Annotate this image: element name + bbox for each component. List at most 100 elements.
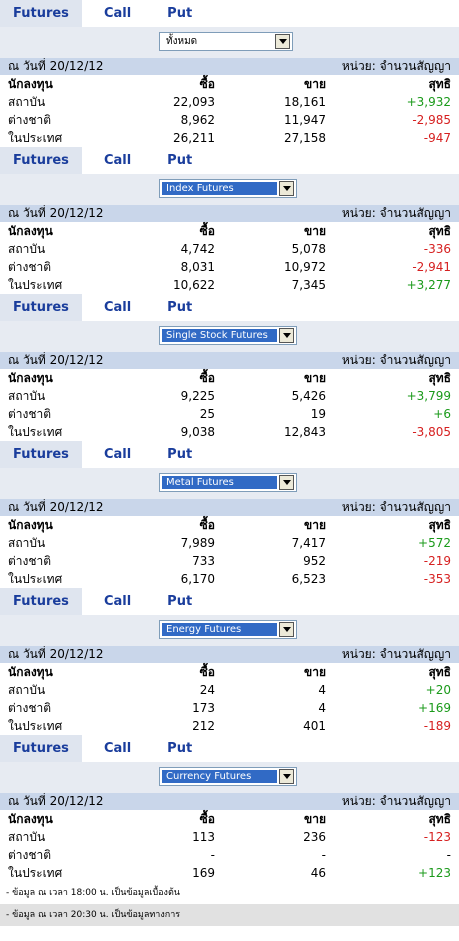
product-type-select[interactable]: Index Futures [159, 179, 297, 198]
cell-net: -219 [423, 554, 451, 568]
tab-futures[interactable]: Futures [0, 294, 82, 321]
tab-bar: Futures Call Put [0, 441, 459, 468]
product-type-select[interactable]: ทั้งหมด [159, 32, 293, 51]
col-header-net: สุทธิ [428, 371, 451, 385]
tab-put[interactable]: Put [167, 741, 193, 756]
dropdown-arrow-icon[interactable] [279, 769, 294, 784]
table-row: ต่างชาติ 25 19 +6 [0, 405, 459, 423]
table-row: สถาบัน 7,989 7,417 +572 [0, 534, 459, 552]
cell-name: ในประเทศ [8, 866, 63, 880]
col-header-sell: ขาย [304, 77, 326, 91]
futures-section: Futures Call Put ทั้งหมดณ วันที่ 20/12/12 หน… [0, 0, 459, 147]
cell-net: +20 [425, 683, 451, 697]
tab-put[interactable]: Put [167, 594, 193, 609]
col-header-buy: ซื้อ [199, 812, 215, 826]
select-value: Energy Futures [161, 622, 278, 637]
date-label: ณ วันที่ 20/12/12 [8, 794, 104, 808]
cell-name: ในประเทศ [8, 278, 63, 292]
cell-name: ต่างชาติ [8, 407, 52, 421]
cell-name: ต่างชาติ [8, 260, 52, 274]
table-row: ในประเทศ 6,170 6,523 -353 [0, 570, 459, 588]
col-header-buy: ซื้อ [199, 77, 215, 91]
cell-sell: 19 [310, 407, 326, 421]
cell-sell: 18,161 [284, 95, 326, 109]
product-type-select[interactable]: Single Stock Futures [159, 326, 297, 345]
col-header-sell: ขาย [304, 518, 326, 532]
cell-name: ในประเทศ [8, 572, 63, 586]
cell-net: -3,805 [412, 425, 451, 439]
dropdown-arrow-icon[interactable] [279, 328, 294, 343]
tab-futures[interactable]: Futures [0, 735, 82, 762]
tab-call[interactable]: Call [103, 300, 132, 315]
cell-buy: - [210, 848, 215, 862]
tab-futures[interactable]: Futures [0, 0, 82, 27]
cell-sell: 11,947 [284, 113, 326, 127]
tab-futures[interactable]: Futures [0, 441, 82, 468]
cell-name: ในประเทศ [8, 131, 63, 145]
cell-sell: 952 [303, 554, 326, 568]
dropdown-arrow-icon[interactable] [279, 181, 294, 196]
col-header-sell: ขาย [304, 665, 326, 679]
dropdown-arrow-icon[interactable] [279, 622, 294, 637]
cell-net: +6 [433, 407, 451, 421]
cell-buy: 113 [192, 830, 215, 844]
cell-net: +3,932 [406, 95, 451, 109]
cell-name: ต่างชาติ [8, 848, 52, 862]
col-header-investor: นักลงทุน [8, 371, 53, 385]
tab-bar: Futures Call Put [0, 294, 459, 321]
table-header: นักลงทุน ซื้อ ขาย สุทธิ [0, 75, 459, 93]
tab-call[interactable]: Call [103, 6, 132, 21]
cell-name: สถาบัน [8, 830, 46, 844]
tab-futures[interactable]: Futures [0, 147, 82, 174]
select-value: Single Stock Futures [161, 328, 278, 343]
table-header: นักลงทุน ซื้อ ขาย สุทธิ [0, 810, 459, 828]
cell-sell: 4 [318, 683, 326, 697]
cell-net: -947 [423, 131, 451, 145]
product-type-select[interactable]: Currency Futures [159, 767, 297, 786]
cell-buy: 8,031 [180, 260, 215, 274]
futures-section: Futures Call Put Currency Futures ณ วันที่ 2… [0, 735, 459, 882]
date-label: ณ วันที่ 20/12/12 [8, 206, 104, 220]
tab-call[interactable]: Call [103, 741, 132, 756]
tab-call[interactable]: Call [103, 594, 132, 609]
tab-call[interactable]: Call [103, 153, 132, 168]
table-header: นักลงทุน ซื้อ ขาย สุทธิ [0, 516, 459, 534]
dropdown-arrow-icon[interactable] [275, 34, 290, 49]
tab-bar: Futures Call Put [0, 735, 459, 762]
filter-row: Currency Futures [0, 762, 459, 793]
tab-bar: Futures Call Put [0, 0, 459, 27]
tab-put[interactable]: Put [167, 153, 193, 168]
cell-net: +3,799 [406, 389, 451, 403]
tab-put[interactable]: Put [167, 447, 193, 462]
unit-label: หน่วย: จำนวนสัญญา [341, 794, 451, 808]
cell-net: +169 [418, 701, 451, 715]
col-header-net: สุทธิ [428, 812, 451, 826]
futures-section: Futures Call Put Single Stock Futures ณ วันท… [0, 294, 459, 441]
tab-put[interactable]: Put [167, 300, 193, 315]
unit-label: หน่วย: จำนวนสัญญา [341, 59, 451, 73]
cell-buy: 9,225 [180, 389, 215, 403]
dropdown-arrow-icon[interactable] [279, 475, 294, 490]
select-value: ทั้งหมด [166, 36, 198, 47]
col-header-investor: นักลงทุน [8, 665, 53, 679]
cell-sell: 236 [303, 830, 326, 844]
cell-sell: 10,972 [284, 260, 326, 274]
product-type-select[interactable]: Metal Futures [159, 473, 297, 492]
table-row: ในประเทศ 10,622 7,345 +3,277 [0, 276, 459, 294]
table-row: ต่างชาติ 8,031 10,972 -2,941 [0, 258, 459, 276]
tab-futures[interactable]: Futures [0, 588, 82, 615]
cell-sell: 401 [303, 719, 326, 733]
cell-sell: 12,843 [284, 425, 326, 439]
table-row: ในประเทศ 9,038 12,843 -3,805 [0, 423, 459, 441]
cell-name: ต่างชาติ [8, 701, 52, 715]
col-header-investor: นักลงทุน [8, 224, 53, 238]
col-header-net: สุทธิ [428, 224, 451, 238]
cell-net: -353 [423, 572, 451, 586]
col-header-buy: ซื้อ [199, 371, 215, 385]
tab-put[interactable]: Put [167, 6, 193, 21]
footnote: - ข้อมูล ณ เวลา 18:00 น. เป็นข้อมูลเบื้อ… [6, 888, 180, 898]
product-type-select[interactable]: Energy Futures [159, 620, 297, 639]
table-row: ในประเทศ 169 46 +123 [0, 864, 459, 882]
tab-call[interactable]: Call [103, 447, 132, 462]
date-unit-bar: ณ วันที่ 20/12/12 หน่วย: จำนวนสัญญา [0, 58, 459, 75]
